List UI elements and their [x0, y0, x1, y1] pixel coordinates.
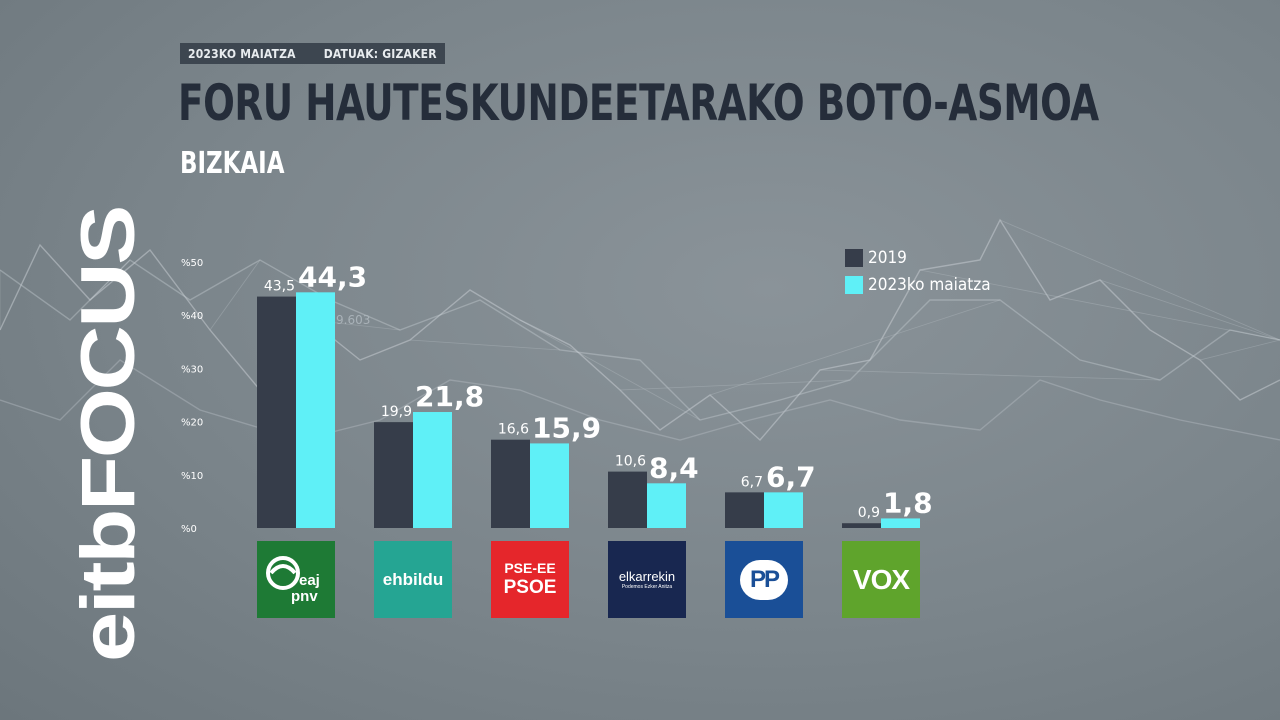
- bg-line: [89, 259, 131, 301]
- legend-swatch-2019: [845, 248, 863, 267]
- legend-swatch-2023: [845, 275, 863, 294]
- y-tick-label: %40: [181, 311, 203, 322]
- chart-subtitle: BIZKAIA: [180, 146, 285, 181]
- bar-2023-3: [647, 483, 686, 528]
- vox-text: VOX: [852, 563, 910, 595]
- brand-logo-text: eitbFOCUS: [68, 207, 148, 662]
- bg-line: [819, 369, 1161, 381]
- bg-line: [1199, 339, 1280, 361]
- party-logo-eaj-pnv: eaj pnv: [257, 541, 335, 618]
- y-tick-label: %0: [181, 524, 197, 535]
- party-logo-vox: VOX: [842, 541, 920, 618]
- bar-2019-5: [842, 523, 881, 528]
- bar-2023-5: [881, 518, 920, 528]
- bg-line: [1099, 279, 1280, 341]
- legend-label-2023: 2023ko maiatza: [868, 274, 991, 295]
- bg-line: [0, 359, 1280, 441]
- background-watermark: 9.603: [336, 313, 371, 327]
- value-label-2023-4: 6,7: [766, 460, 816, 493]
- bg-line: [0, 259, 1280, 421]
- pp-text: PP: [749, 565, 780, 593]
- header-date: 2023KO MAIATZA: [188, 46, 296, 61]
- value-label-2019-3: 10,6: [615, 454, 646, 470]
- y-tick-label: %20: [181, 418, 203, 429]
- eitb-focus-logo: eitbFOCUS: [68, 207, 148, 662]
- value-label-2019-1: 19,9: [381, 404, 412, 420]
- pnv-text: pnv: [291, 588, 318, 605]
- value-label-2023-3: 8,4: [649, 451, 699, 484]
- value-label-2019-4: 6,7: [741, 474, 763, 490]
- bar-2019-4: [725, 492, 764, 528]
- bg-line: [999, 219, 1280, 341]
- bg-line: [919, 269, 1280, 341]
- value-label-2019-5: 0,9: [858, 505, 880, 521]
- party-logo-elkarrekin: elkarrekin Podemos Ezker Anitza: [608, 541, 686, 618]
- bar-2019-3: [608, 471, 647, 528]
- eaj-pnv-emblem-icon: eaj pnv: [266, 555, 320, 605]
- legend-item-2023: 2023ko maiatza: [845, 271, 991, 298]
- header-tag: 2023KO MAIATZA DATUAK: GIZAKER: [180, 43, 445, 64]
- bg-line: [519, 319, 701, 421]
- party-logo-pse-psoe: PSE-EE PSOE: [491, 541, 569, 618]
- eaj-text: eaj: [299, 572, 320, 589]
- value-label-2023-1: 21,8: [415, 380, 484, 413]
- bar-2023-1: [413, 412, 452, 528]
- value-labels: 43,5 44,3 19,9 21,8 16,6 15,9 10,6 8,4 6,7 6,7 0,9…: [264, 260, 933, 521]
- value-label-2023-0: 44,3: [298, 260, 367, 293]
- value-label-2019-2: 16,6: [498, 422, 529, 438]
- bg-line: [619, 379, 851, 391]
- header-source: DATUAK: GIZAKER: [323, 46, 437, 61]
- bar-2023-2: [530, 443, 569, 528]
- party-logo-ehbildu: ehbildu: [374, 541, 452, 618]
- bg-line: [409, 339, 561, 351]
- y-tick-label: %10: [181, 471, 203, 482]
- party-logo-pp: PP: [725, 541, 803, 618]
- pp-badge-icon: PP: [740, 559, 788, 600]
- legend-label-2019: 2019: [868, 247, 907, 268]
- bars-group: [257, 292, 920, 528]
- y-tick-label: %50: [181, 258, 203, 269]
- bg-line: [0, 218, 1280, 442]
- bg-line: [709, 299, 1001, 396]
- value-label-2019-0: 43,5: [264, 279, 295, 295]
- value-label-2023-5: 1,8: [883, 486, 933, 519]
- pse-ee-text: PSE-EE: [504, 560, 556, 576]
- bar-2019-0: [257, 296, 296, 528]
- bar-2023-4: [764, 492, 803, 528]
- bar-2023-0: [296, 292, 335, 528]
- chart-legend: 2019 2023ko maiatza: [845, 244, 991, 298]
- legend-item-2019: 2019: [845, 244, 991, 271]
- y-axis: %0 %10 %20 %30 %40 %50: [181, 258, 203, 535]
- value-label-2023-2: 15,9: [532, 411, 601, 444]
- y-tick-label: %30: [181, 364, 203, 375]
- bar-2019-2: [491, 439, 530, 528]
- ehbildu-text: ehbildu: [382, 569, 444, 589]
- elkarrekin-subtext: Podemos Ezker Anitza: [621, 584, 673, 590]
- chart-title: FORU HAUTESKUNDEETARAKO BOTO-ASMOA: [178, 74, 1099, 132]
- bar-2019-1: [374, 422, 413, 528]
- psoe-text: PSOE: [503, 577, 557, 598]
- bg-line: [209, 259, 261, 331]
- elkarrekin-text: elkarrekin: [618, 569, 676, 584]
